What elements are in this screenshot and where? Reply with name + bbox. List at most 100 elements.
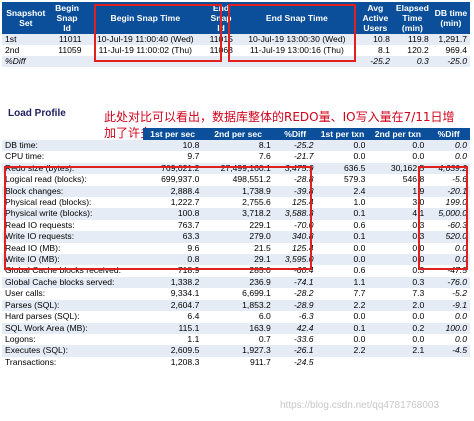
table-cell: 1.0: [316, 197, 369, 209]
table-cell: 7.7: [316, 288, 369, 300]
table-cell: -20.1: [427, 185, 470, 198]
table-cell: 0.0: [368, 311, 428, 323]
table-cell: 4.1: [368, 208, 428, 220]
metric-label: Write IO (MB):: [2, 254, 143, 266]
table-cell: 30,162.5: [368, 162, 428, 175]
table-cell: 10-Jul-19 11:00:40 (Wed): [84, 34, 207, 45]
table-row: Transactions: 1,208.3 911.7 -24.5: [2, 356, 470, 369]
table-cell: 6.0: [202, 311, 274, 323]
table-cell: 0.3: [392, 56, 432, 67]
table-cell: 0.0: [427, 254, 470, 266]
table-cell: 21.5: [202, 242, 274, 255]
table-cell: 0.0: [427, 311, 470, 323]
table-cell: -74.1: [273, 276, 317, 289]
table-cell: 119.8: [392, 34, 432, 45]
table-cell: 0.0: [316, 151, 369, 163]
table-cell: 1st: [2, 34, 50, 45]
table-row: Write IO requests: 63.3 279.0 340.8 0.1 0.3 52…: [2, 231, 470, 243]
table-cell: 163.9: [202, 322, 274, 334]
table-cell: 0.2: [368, 322, 428, 334]
table-cell: 10.8: [142, 140, 203, 152]
table-row: SQL Work Area (MB): 115.1 163.9 42.4 0.1 0.2 1…: [2, 322, 470, 334]
table-cell: 10-Jul-19 13:00:30 (Wed): [235, 34, 358, 45]
table-cell: 9,334.1: [142, 288, 203, 300]
table-cell: 199.0: [427, 197, 470, 209]
table-row: Read IO (MB): 9.6 21.5 125.4 0.0 0.0 0.0: [2, 242, 470, 255]
snapshot-header-row: Snapshot Set Begin Snap Id Begin Snap Ti…: [2, 2, 470, 34]
table-cell: 125.4: [273, 242, 317, 255]
table-cell: 42.4: [273, 322, 317, 334]
table-row: DB time: 10.8 8.1 -25.2 0.0 0.0 0.0: [2, 140, 470, 152]
metric-label: Transactions:: [2, 356, 143, 369]
table-cell: 3,475.9: [273, 162, 317, 175]
table-cell: 498,551.2: [202, 174, 274, 186]
table-cell: 2,755.6: [202, 197, 274, 209]
table-cell: %Diff: [2, 56, 50, 67]
metric-label: CPU time:: [2, 151, 143, 163]
table-cell: 9.7: [142, 151, 203, 163]
table-cell: 3,588.3: [273, 208, 317, 220]
table-cell: 0.0: [368, 254, 428, 266]
table-cell: 2,604.7: [142, 299, 203, 312]
table-cell: 0.3: [368, 219, 428, 232]
table-cell: 5,000.0: [427, 208, 470, 220]
table-cell: [427, 356, 470, 369]
table-cell: -28.2: [273, 288, 317, 300]
metric-label: Logons:: [2, 333, 143, 346]
table-cell: [235, 56, 358, 67]
table-cell: 11063: [206, 45, 236, 56]
table-cell: -9.1: [427, 299, 470, 312]
table-cell: 0.1: [316, 322, 369, 334]
table-cell: 0.0: [368, 333, 428, 346]
table-cell: 3.0: [368, 197, 428, 209]
table-cell: -70.0: [273, 219, 317, 232]
table-cell: 763.7: [142, 219, 203, 232]
table-cell: 2.2: [316, 299, 369, 312]
metric-label: Redo size (bytes):: [2, 162, 143, 175]
second-per-txn-header: 2nd per txn: [368, 128, 428, 140]
table-cell: 0.0: [427, 333, 470, 346]
table-cell: 0.0: [368, 151, 428, 163]
metric-label: Logical read (blocks):: [2, 174, 143, 186]
table-row: Write IO (MB): 0.8 29.1 3,595.0 0.0 0.0 0.0: [2, 254, 470, 266]
table-cell: -39.8: [273, 185, 317, 198]
snapshot-row-2nd: 2nd 11059 11-Jul-19 11:00:02 (Thu) 11063…: [2, 45, 470, 56]
table-cell: 100.0: [427, 322, 470, 334]
table-cell: 10.8: [357, 34, 393, 45]
table-cell: -28.8: [273, 174, 317, 186]
annotation-text: 此处对比可以看出，数据库整体的REDO量、IO写入量在7/11日增加了许多: [104, 110, 455, 140]
table-cell: 0.0: [427, 242, 470, 255]
table-cell: [49, 56, 85, 67]
table-cell: 1,222.7: [142, 197, 203, 209]
first-per-sec-header: 1st per sec: [142, 128, 203, 140]
table-row: Executes (SQL): 2,609.5 1,927.3 -26.1 2.2 2.1…: [2, 345, 470, 357]
begin-snap-time-header: Begin Snap Time: [84, 2, 207, 34]
table-cell: 1.9: [368, 185, 428, 198]
table-cell: 3,595.0: [273, 254, 317, 266]
diff-per-txn-header: %Diff: [427, 128, 470, 140]
table-cell: -76.0: [427, 276, 470, 289]
table-cell: 2.2: [316, 345, 369, 357]
table-cell: -33.6: [273, 333, 317, 346]
table-cell: 0.0: [316, 311, 369, 323]
table-cell: 29.1: [202, 254, 274, 266]
table-cell: [84, 56, 207, 67]
table-cell: 2nd: [2, 45, 50, 56]
table-cell: -21.7: [273, 151, 317, 163]
metric-label: Physical read (blocks):: [2, 197, 143, 209]
table-cell: 0.0: [316, 333, 369, 346]
load-profile-title: Load Profile: [8, 108, 66, 119]
table-cell: 2.1: [368, 345, 428, 357]
table-cell: 0.6: [316, 265, 369, 277]
table-cell: [206, 56, 236, 67]
table-cell: 1,738.9: [202, 185, 274, 198]
table-cell: -5.2: [427, 288, 470, 300]
table-cell: 125.4: [273, 197, 317, 209]
end-snap-id-header: End Snap Id: [206, 2, 236, 34]
end-snap-time-header: End Snap Time: [235, 2, 358, 34]
table-row: User calls: 9,334.1 6,699.1 -28.2 7.7 7.3 -5.2: [2, 288, 470, 300]
metric-label: Read IO (MB):: [2, 242, 143, 255]
table-cell: 718.9: [142, 265, 203, 277]
table-cell: 8.1: [357, 45, 393, 56]
metric-label: Hard parses (SQL):: [2, 311, 143, 323]
